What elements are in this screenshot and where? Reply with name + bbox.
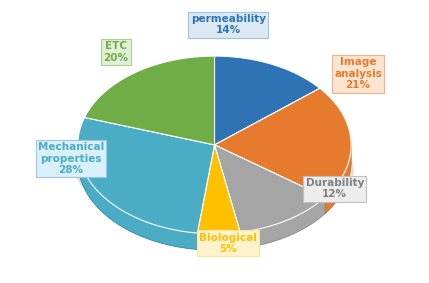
Text: permeability
14%: permeability 14% (190, 14, 266, 35)
Polygon shape (214, 88, 351, 197)
Polygon shape (197, 232, 240, 250)
Polygon shape (214, 145, 325, 214)
Polygon shape (214, 56, 320, 145)
Polygon shape (325, 145, 351, 214)
Text: ETC
20%: ETC 20% (103, 41, 129, 63)
Polygon shape (214, 145, 325, 214)
Text: Biological
5%: Biological 5% (199, 233, 257, 254)
Polygon shape (197, 145, 240, 234)
Text: Mechanical
properties
28%: Mechanical properties 28% (38, 142, 104, 175)
Polygon shape (197, 145, 214, 250)
Polygon shape (214, 145, 240, 248)
Polygon shape (214, 145, 325, 232)
Polygon shape (240, 197, 325, 248)
Polygon shape (197, 145, 214, 250)
Ellipse shape (75, 122, 354, 220)
Polygon shape (78, 145, 197, 250)
Text: Durability
12%: Durability 12% (305, 178, 364, 200)
Polygon shape (78, 117, 214, 233)
Text: Image
analysis
21%: Image analysis 21% (334, 57, 382, 91)
Polygon shape (214, 145, 240, 248)
Polygon shape (85, 56, 214, 145)
